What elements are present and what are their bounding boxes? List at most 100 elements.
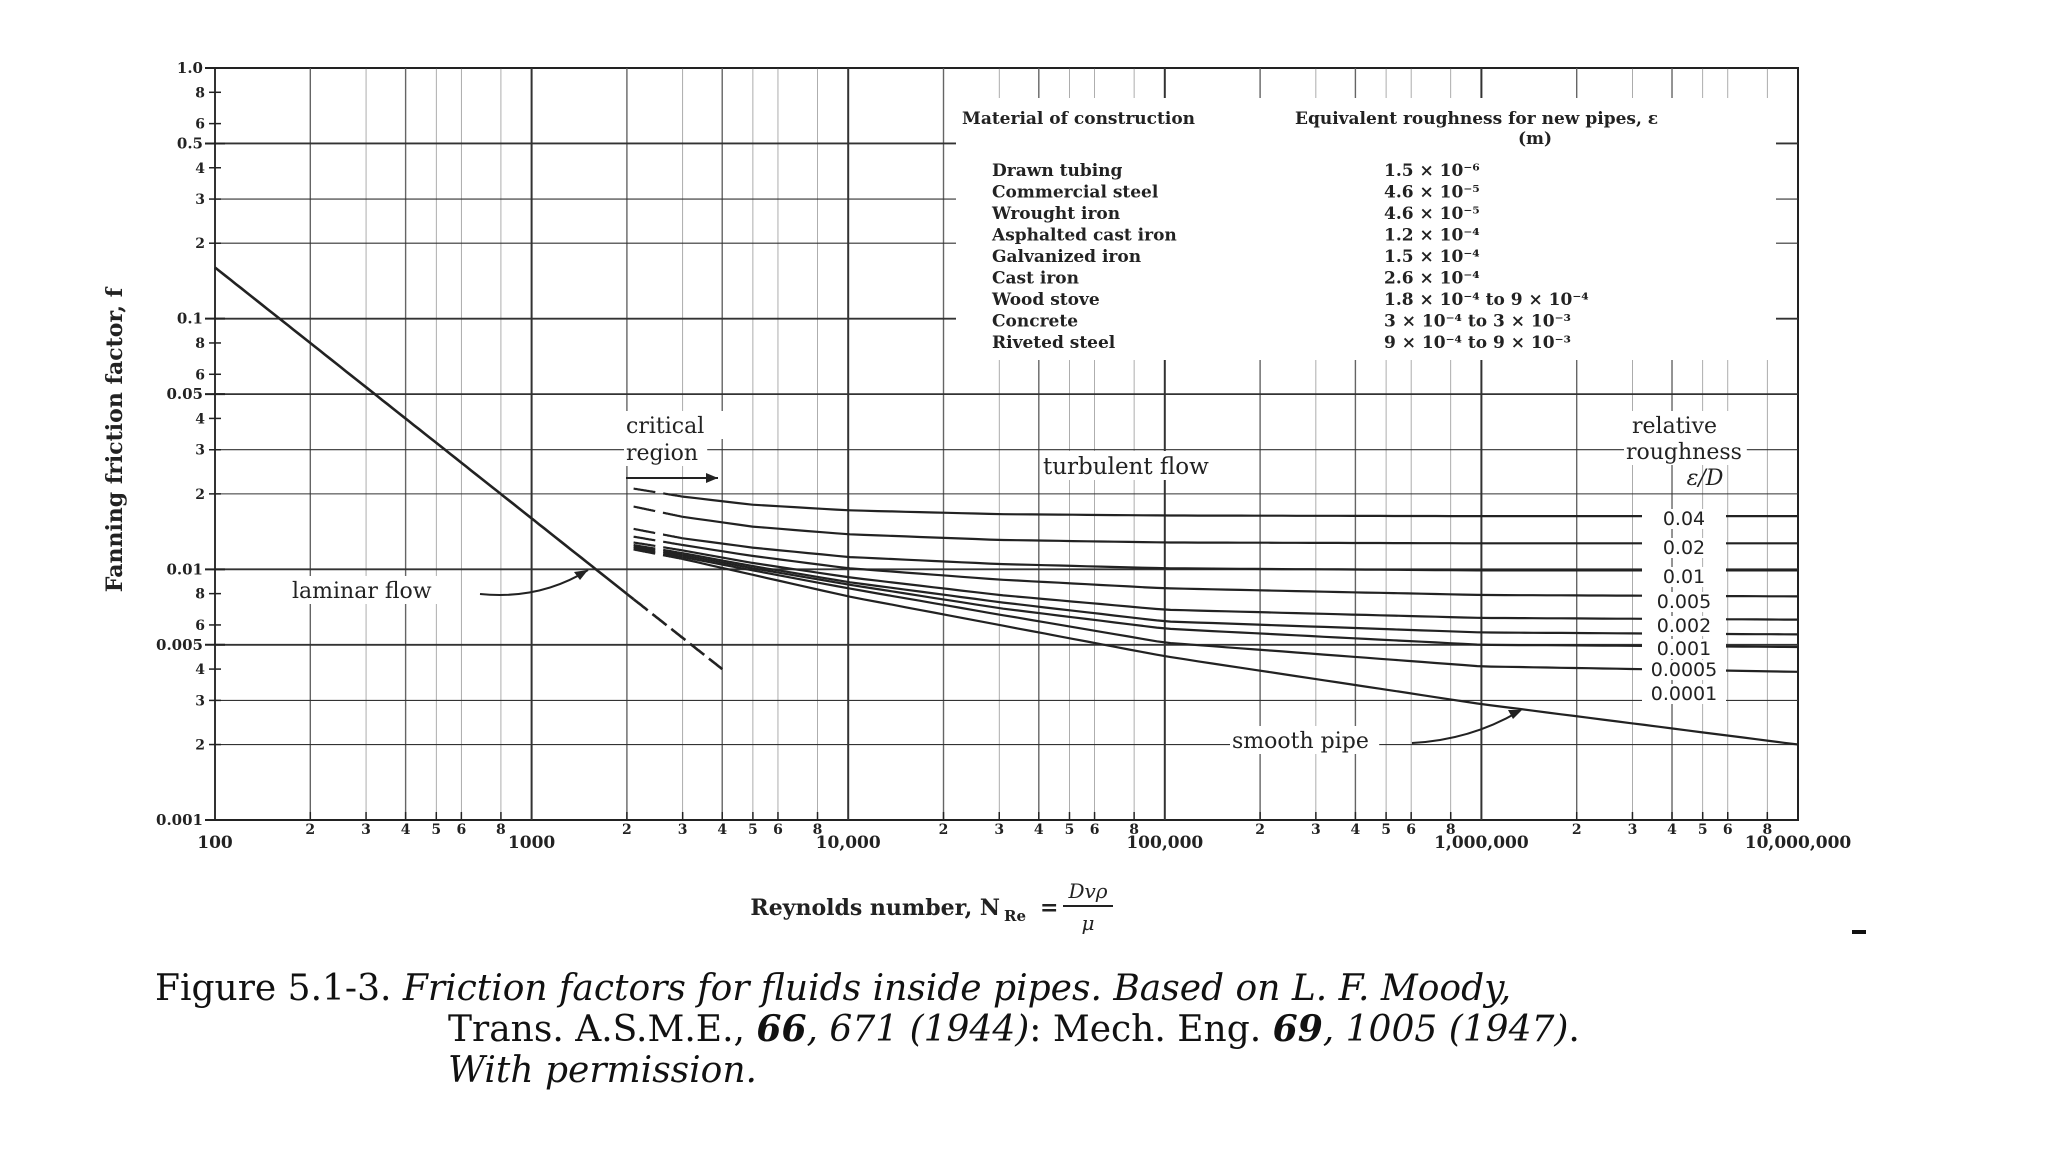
x-minor-label: 8 bbox=[1446, 822, 1456, 838]
x-minor-label: 4 bbox=[401, 822, 411, 838]
x-tick-label: 1,000,000 bbox=[1434, 833, 1529, 853]
annotation-smooth-pipe-bg bbox=[1230, 726, 1380, 754]
table-roughness: 1.5 × 10⁻⁴ bbox=[1384, 247, 1480, 267]
x-minor-label: 5 bbox=[748, 822, 758, 838]
rr-value-label: 0.0005 bbox=[1651, 659, 1717, 681]
x-axis-label-sub: Re bbox=[1004, 907, 1026, 925]
y-minor-label: 4 bbox=[195, 411, 205, 427]
x-minor-label: 5 bbox=[1381, 822, 1391, 838]
annotation-laminar-flow: laminar flow bbox=[292, 579, 432, 604]
y-tick-label: 1.0 bbox=[177, 59, 203, 77]
y-axis-label: Fanning friction factor, f bbox=[102, 286, 128, 592]
x-minor-label: 6 bbox=[1090, 822, 1100, 838]
rr-value-label: 0.005 bbox=[1657, 591, 1711, 613]
caption-prefix: Figure 5.1-3. bbox=[155, 968, 403, 1009]
chart-series bbox=[214, 266, 1799, 746]
caption-text-3: , 671 (1944) bbox=[806, 1009, 1030, 1050]
x-axis-label-eq: = bbox=[1040, 895, 1058, 921]
x-minor-label: 3 bbox=[1628, 822, 1638, 838]
table-material: Riveted steel bbox=[992, 333, 1116, 353]
rr-label-bg bbox=[1642, 538, 1726, 558]
x-tick-label: 10,000,000 bbox=[1745, 833, 1852, 853]
x-minor-label: 6 bbox=[773, 822, 783, 838]
table-material: Wood stove bbox=[991, 290, 1100, 310]
caption-text-1: Friction factors for fluids inside pipes… bbox=[402, 968, 1512, 1009]
x-axis-frac-den: μ bbox=[1082, 911, 1095, 935]
annotation-turbulent-flow-bg bbox=[1041, 451, 1239, 480]
series-0-01-line bbox=[682, 537, 1798, 572]
table-roughness: 1.8 × 10⁻⁴ to 9 × 10⁻⁴ bbox=[1384, 290, 1589, 310]
table-roughness: 2.6 × 10⁻⁴ bbox=[1384, 269, 1480, 289]
x-minor-label: 3 bbox=[678, 822, 688, 838]
y-minor-label: 6 bbox=[195, 367, 205, 383]
table-header-unit: (m) bbox=[1518, 129, 1552, 149]
annotation-roughness-bg bbox=[1624, 437, 1747, 465]
series-0-001-line bbox=[682, 552, 1799, 636]
y-minor-label: 2 bbox=[195, 487, 205, 503]
series-laminar-flow-line bbox=[214, 266, 635, 601]
y-tick-label: 0.001 bbox=[156, 811, 203, 829]
series-0-002-line bbox=[682, 549, 1798, 621]
y-minor-label: 8 bbox=[195, 587, 205, 603]
x-tick-label: 100 bbox=[197, 833, 233, 853]
annotation-roughness: roughness bbox=[1626, 440, 1742, 465]
smooth-pipe-arrowhead bbox=[1508, 710, 1522, 719]
series-0-02-dashed bbox=[633, 505, 683, 518]
series-smooth-pipe-line bbox=[682, 557, 1799, 746]
table-roughness: 9 × 10⁻⁴ to 9 × 10⁻³ bbox=[1384, 333, 1571, 353]
rr-value-label: 0.0001 bbox=[1651, 683, 1717, 705]
rr-label-bg bbox=[1642, 684, 1726, 704]
x-minor-label: 4 bbox=[1034, 822, 1044, 838]
x-tick-label: 100,000 bbox=[1126, 833, 1203, 853]
x-minor-label: 4 bbox=[717, 822, 727, 838]
x-minor-label: 8 bbox=[813, 822, 823, 838]
y-minor-label: 6 bbox=[195, 117, 205, 133]
y-minor-label: 8 bbox=[195, 85, 205, 101]
x-tick-label: 1000 bbox=[508, 833, 555, 853]
x-axis-label: Reynolds number, N bbox=[750, 895, 1000, 921]
laminar-flow-arrowhead bbox=[574, 570, 588, 580]
roughness-table-bg bbox=[956, 98, 1776, 360]
y-minor-label: 3 bbox=[195, 443, 205, 459]
x-minor-label: 8 bbox=[1129, 822, 1139, 838]
y-tick-label: 0.1 bbox=[177, 310, 203, 328]
annotation-eps-over-d: ε/D bbox=[1687, 466, 1724, 491]
y-tick-label: 0.5 bbox=[177, 134, 203, 152]
table-header-roughness: Equivalent roughness for new pipes, ε bbox=[1295, 109, 1658, 129]
x-minor-label: 2 bbox=[1255, 822, 1265, 838]
x-minor-label: 5 bbox=[431, 822, 441, 838]
y-tick-label: 0.005 bbox=[156, 636, 203, 654]
x-minor-label: 8 bbox=[1762, 822, 1772, 838]
annotation-laminar-flow-bg bbox=[290, 576, 453, 604]
series-0-002-dashed bbox=[633, 541, 683, 552]
stray-dash-mark bbox=[1852, 930, 1866, 934]
y-minor-label: 3 bbox=[195, 192, 205, 208]
y-minor-label: 3 bbox=[195, 693, 205, 709]
x-minor-label: 6 bbox=[1723, 822, 1733, 838]
table-material: Commercial steel bbox=[992, 183, 1159, 203]
series-0-005-dashed bbox=[633, 535, 683, 547]
caption-text-2: Trans. A.S.M.E., bbox=[448, 1009, 757, 1050]
x-minor-label: 5 bbox=[1698, 822, 1708, 838]
series-0-001-dashed bbox=[633, 543, 683, 555]
critical-region-arrowhead bbox=[706, 473, 718, 483]
series-laminar-flow-dashed bbox=[632, 598, 724, 671]
table-roughness: 1.5 × 10⁻⁶ bbox=[1384, 161, 1480, 181]
rr-value-label: 0.02 bbox=[1663, 537, 1705, 559]
caption-line-3: With permission. bbox=[448, 1050, 757, 1091]
y-minor-label: 4 bbox=[195, 662, 205, 678]
annotation-critical: critical bbox=[626, 414, 704, 439]
figure-caption: Figure 5.1-3. Friction factors for fluid… bbox=[155, 968, 1955, 1091]
caption-text-4: : Mech. Eng. bbox=[1029, 1009, 1273, 1050]
rr-value-label: 0.01 bbox=[1663, 566, 1705, 588]
annotation-region-bg bbox=[624, 438, 708, 466]
x-minor-label: 2 bbox=[622, 822, 632, 838]
annotation-critical-bg bbox=[624, 411, 734, 439]
y-minor-label: 2 bbox=[195, 236, 205, 252]
caption-volume-1: 66 bbox=[756, 1008, 807, 1050]
caption-volume-2: 69 bbox=[1272, 1008, 1323, 1050]
annotation-region: region bbox=[626, 441, 698, 466]
x-minor-label: 8 bbox=[496, 822, 506, 838]
rr-label-bg bbox=[1642, 616, 1726, 636]
table-material: Cast iron bbox=[992, 269, 1079, 289]
